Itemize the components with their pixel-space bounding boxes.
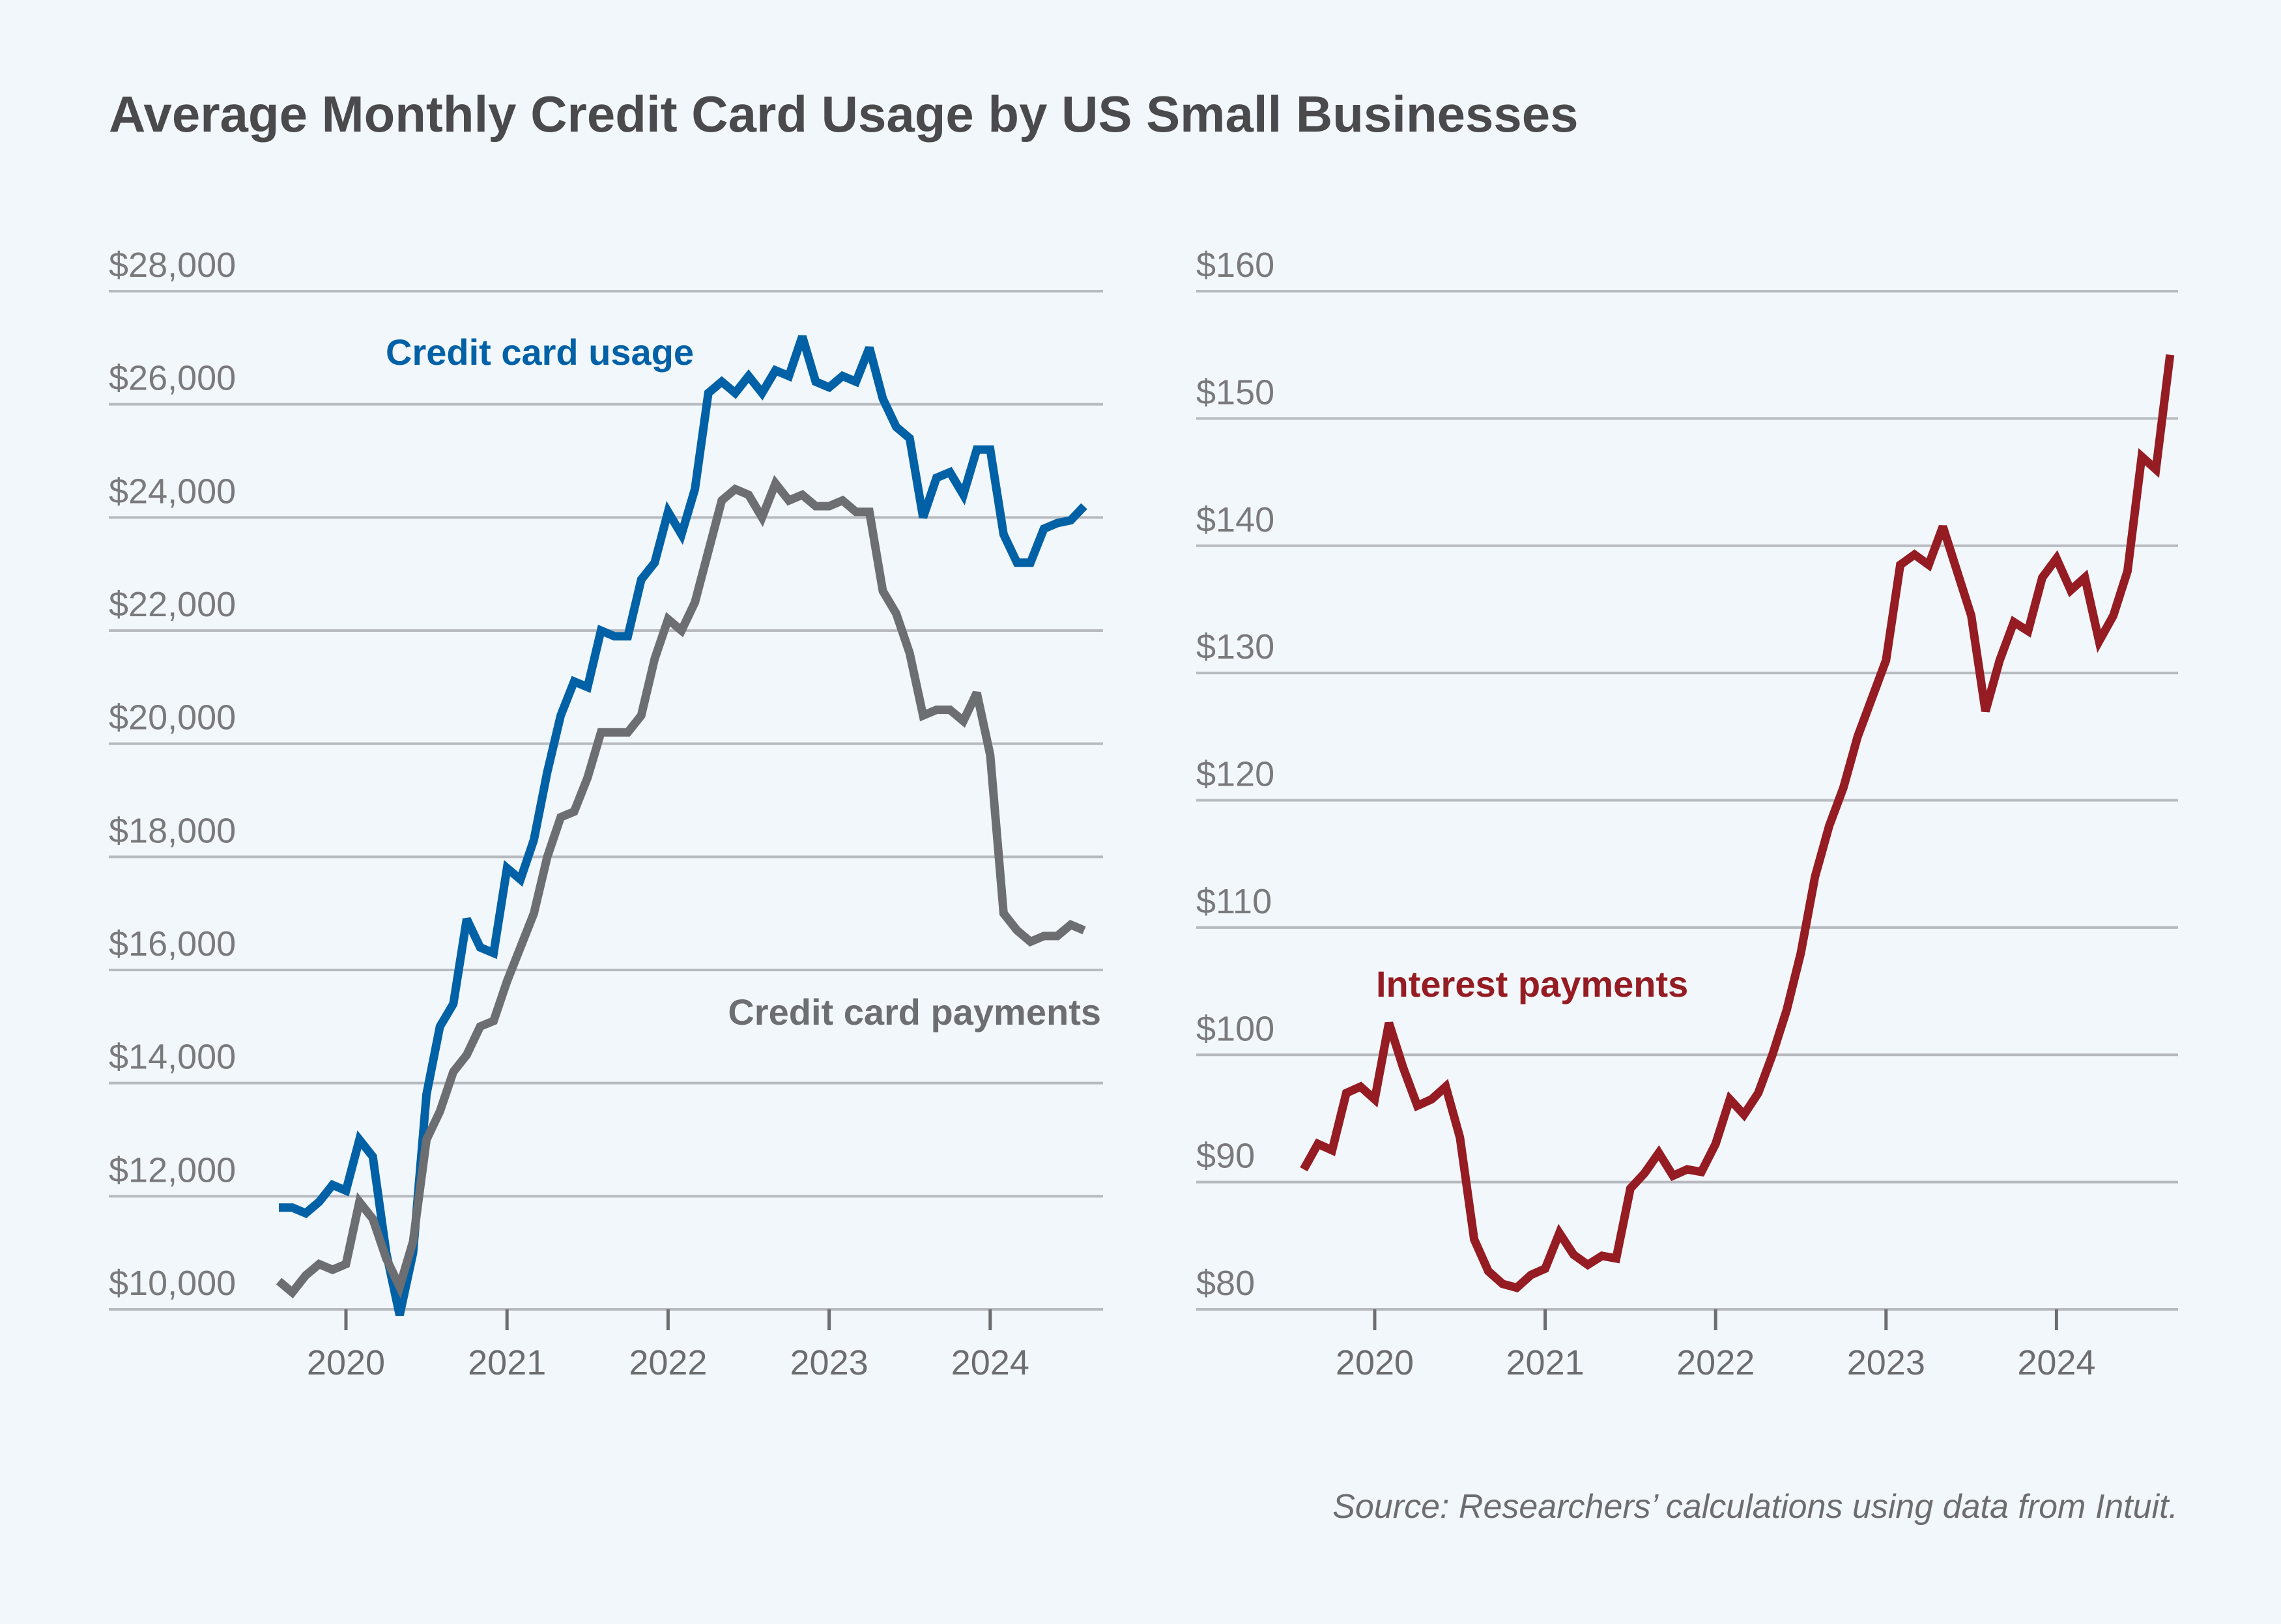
y-tick-label: $16,000 bbox=[109, 924, 236, 963]
y-tick-label: $160 bbox=[1196, 246, 1274, 285]
y-tick-label: $120 bbox=[1196, 755, 1274, 794]
series-line-interest-payments bbox=[1300, 354, 2175, 1292]
chart-title: Average Monthly Credit Card Usage by US … bbox=[109, 85, 1579, 143]
series-label-payments: Credit card payments bbox=[728, 991, 1101, 1033]
y-tick-label: $20,000 bbox=[109, 698, 236, 737]
y-tick-label: $150 bbox=[1196, 373, 1274, 412]
y-tick-label: $110 bbox=[1196, 882, 1272, 921]
source-note: Source: Researchers’ calculations using … bbox=[1332, 1488, 2178, 1526]
x-tick-label: 2020 bbox=[307, 1343, 385, 1382]
x-tick-label: 2020 bbox=[1336, 1343, 1414, 1382]
y-tick-label: $130 bbox=[1196, 627, 1274, 666]
x-tick-label: 2021 bbox=[1506, 1343, 1585, 1382]
y-tick-label: $140 bbox=[1196, 500, 1274, 539]
series-line-credit-card-payments bbox=[276, 475, 1086, 1299]
x-tick-label: 2021 bbox=[468, 1343, 546, 1382]
y-tick-label: $28,000 bbox=[109, 246, 236, 285]
x-tick-label: 2024 bbox=[951, 1343, 1029, 1382]
y-tick-label: $18,000 bbox=[109, 811, 236, 850]
x-tick-label: 2024 bbox=[2017, 1343, 2095, 1382]
y-tick-label: $80 bbox=[1196, 1264, 1255, 1303]
x-tick-label: 2023 bbox=[790, 1343, 868, 1382]
series-label-usage: Credit card usage bbox=[386, 332, 694, 373]
right-panel-interest: $80 $90 $100 $110 $120 $130 $140 $150 $160 2020 20… bbox=[1196, 246, 2178, 1382]
x-tick-label: 2023 bbox=[1847, 1343, 1925, 1382]
y-tick-label: $24,000 bbox=[109, 472, 236, 511]
left-panel-usage-payments: $10,000 $12,000 $14,000 $16,000 $18,000 $20,0… bbox=[109, 246, 1103, 1382]
y-tick-label: $100 bbox=[1196, 1009, 1274, 1048]
y-tick-label: $90 bbox=[1196, 1137, 1255, 1176]
y-tick-label: $12,000 bbox=[109, 1150, 236, 1190]
y-tick-label: $22,000 bbox=[109, 585, 236, 624]
x-tick-label: 2022 bbox=[629, 1343, 707, 1382]
y-tick-label: $26,000 bbox=[109, 359, 236, 398]
x-tick-label: 2022 bbox=[1676, 1343, 1755, 1382]
y-tick-label: $10,000 bbox=[109, 1264, 236, 1303]
series-label-interest: Interest payments bbox=[1376, 963, 1688, 1004]
y-tick-label: $14,000 bbox=[109, 1038, 236, 1077]
